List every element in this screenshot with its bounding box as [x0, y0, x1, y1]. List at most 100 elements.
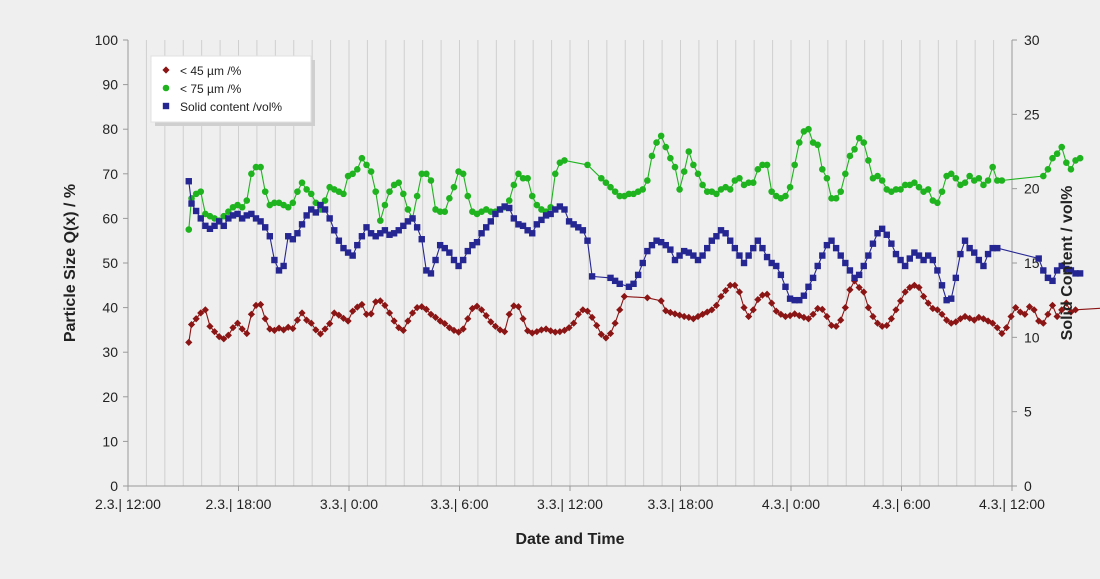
data-point — [1030, 306, 1038, 314]
data-point — [1025, 303, 1034, 311]
data-point — [188, 195, 195, 202]
data-point — [690, 252, 697, 259]
data-point — [238, 203, 246, 211]
data-point — [381, 227, 389, 234]
data-point — [745, 312, 753, 321]
data-point — [395, 179, 403, 187]
data-point — [832, 195, 840, 202]
x-tick-label: 2.3.| 18:00 — [206, 496, 272, 512]
data-point — [662, 307, 670, 315]
data-point — [837, 188, 845, 195]
data-point — [1021, 310, 1029, 318]
data-point — [819, 166, 826, 173]
data-point — [395, 227, 402, 234]
data-point — [763, 290, 771, 298]
y-tick-label: 0 — [110, 478, 118, 494]
y-tick-label: 60 — [102, 210, 118, 226]
data-point — [372, 188, 380, 195]
data-point — [280, 262, 287, 270]
data-point — [901, 181, 909, 189]
data-point — [185, 178, 192, 185]
data-point — [565, 218, 573, 225]
data-point — [657, 132, 665, 140]
data-point — [533, 221, 541, 228]
data-point — [473, 238, 481, 246]
data-point — [906, 283, 914, 292]
data-point — [901, 288, 909, 296]
data-point — [593, 321, 601, 330]
data-point — [906, 255, 913, 262]
data-point — [671, 310, 679, 318]
data-point — [312, 209, 320, 216]
data-point — [606, 329, 615, 338]
data-point — [915, 283, 923, 292]
data-point — [510, 181, 518, 189]
data-point — [570, 319, 578, 327]
legend-label-75um: < 75 µm /% — [180, 82, 242, 96]
data-point — [597, 330, 605, 338]
data-point — [317, 201, 324, 209]
data-point — [911, 179, 918, 187]
data-point — [491, 322, 500, 330]
data-point — [1039, 319, 1047, 327]
data-point — [197, 215, 204, 222]
data-point — [510, 215, 518, 222]
data-point — [381, 301, 389, 309]
data-point — [671, 256, 679, 264]
data-point — [427, 310, 435, 318]
data-point — [450, 256, 458, 264]
data-point — [841, 304, 849, 312]
data-point — [404, 218, 412, 225]
data-point — [349, 170, 356, 178]
data-point — [280, 326, 288, 334]
data-point — [961, 179, 969, 187]
data-point — [892, 250, 900, 258]
y-tick-label: 70 — [102, 166, 118, 182]
data-point — [713, 190, 720, 198]
legend-marker-lt45um — [162, 66, 170, 74]
data-point — [892, 186, 900, 193]
y2-tick-label: 25 — [1024, 106, 1040, 122]
data-point — [851, 274, 858, 282]
data-point — [1067, 308, 1075, 316]
data-point — [570, 221, 577, 228]
data-point — [804, 315, 813, 323]
data-point — [634, 271, 642, 279]
legend-label-solid-content: Solid content /vol% — [180, 100, 282, 114]
data-point — [293, 316, 302, 324]
data-point — [800, 313, 808, 322]
data-point — [588, 313, 596, 322]
x-tick-label: 3.3.| 6:00 — [430, 496, 488, 512]
data-point — [252, 163, 260, 171]
data-point — [837, 316, 845, 324]
data-point — [846, 286, 854, 294]
data-point — [800, 292, 808, 299]
data-point — [667, 154, 674, 162]
data-point — [639, 186, 647, 193]
data-point — [584, 161, 591, 169]
data-point — [1076, 270, 1084, 277]
data-point — [952, 318, 960, 326]
data-point — [980, 262, 987, 270]
data-point — [671, 163, 679, 171]
data-point — [611, 319, 619, 327]
data-point — [446, 249, 453, 256]
data-point — [482, 312, 490, 320]
data-point — [381, 201, 389, 209]
data-point — [271, 256, 278, 264]
y-tick-label: 100 — [95, 32, 119, 48]
data-point — [298, 221, 306, 228]
data-point — [326, 215, 333, 222]
data-point — [708, 306, 716, 314]
data-point — [464, 192, 472, 200]
data-point — [938, 188, 946, 195]
data-point — [551, 328, 559, 336]
data-point — [367, 168, 375, 175]
data-point — [238, 325, 246, 333]
y-tick-label: 80 — [102, 121, 118, 137]
data-point — [201, 306, 209, 314]
data-point — [865, 252, 872, 259]
data-point — [860, 288, 868, 296]
data-point — [289, 199, 297, 207]
data-point — [648, 241, 656, 249]
